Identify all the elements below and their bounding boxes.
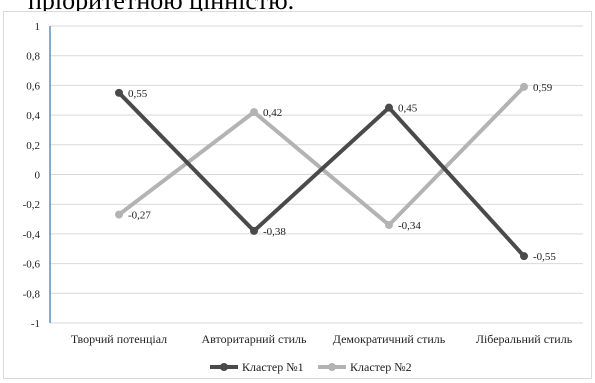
data-point [115,88,123,97]
legend-marker-2 [328,363,336,371]
y-tick-labels: 1 0,8 0,6 0,4 0,2 0 -0,2 -0,4 -0,6 -0,8 -1 [23,21,41,330]
y-tick-label: -0,2 [23,199,40,211]
data-point [385,220,393,229]
legend-marker-1 [220,363,228,371]
data-point [520,82,528,91]
data-point [520,252,528,261]
x-tick-label: Авторитарний стиль [202,332,308,346]
data-point [250,226,258,235]
data-labels: 0,55 -0,38 0,45 -0,55 -0,27 0,42 -0,34 0,59 [128,82,556,263]
data-label: 0,42 [263,107,282,119]
series-layer [115,82,528,261]
x-tick-label: Творчий потенціал [71,332,167,346]
y-tick-label: -0,8 [23,288,41,300]
y-tick-label: -0,6 [23,259,41,271]
y-tick-label: 0,8 [26,51,40,63]
y-tick-label: -0,4 [23,229,41,241]
legend: Кластер №1 Кластер №2 [210,360,412,374]
series-line-1 [117,91,526,258]
y-tick-label: 0,4 [26,110,40,122]
data-label: -0,27 [128,210,151,222]
y-tick-label: -1 [31,318,40,330]
x-tick-label: Ліберальний стиль [476,332,573,346]
y-tick-label: 0,6 [26,80,40,92]
x-tick-label: Демократичний стиль [333,332,446,346]
data-point [115,210,123,219]
data-label: -0,34 [398,220,421,232]
data-label: 0,59 [533,82,553,94]
data-label: -0,55 [533,251,556,263]
data-label: 0,55 [128,88,148,100]
x-tick-labels: Творчий потенціал Авторитарний стиль Демок… [71,332,573,346]
data-point [385,103,393,112]
y-tick-label: 0,2 [26,140,40,152]
data-point [250,108,258,117]
data-label: -0,38 [263,226,286,238]
data-label: 0,45 [398,103,418,115]
legend-label-1: Кластер №1 [242,360,304,374]
y-tick-label: 1 [35,21,41,33]
y-tick-label: 0 [35,170,41,182]
legend-label-2: Кластер №2 [350,360,412,374]
chart-frame [3,11,592,379]
